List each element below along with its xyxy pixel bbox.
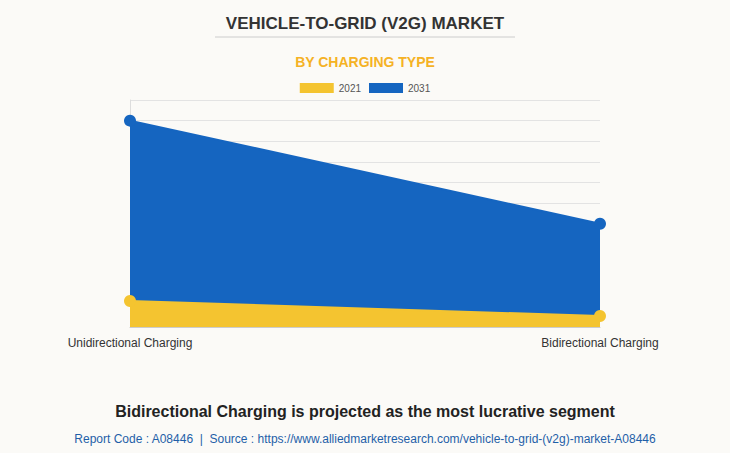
svg-text:Unidirectional Charging: Unidirectional Charging	[68, 336, 193, 350]
svg-text:2031: 2031	[408, 83, 431, 94]
svg-text:Report Code : A08446 | Sourc: Report Code : A08446 | Source : https://…	[74, 432, 656, 446]
svg-text:Bidirectional Charging is proj: Bidirectional Charging is projected as t…	[115, 403, 615, 420]
svg-text:Bidirectional Charging: Bidirectional Charging	[541, 336, 658, 350]
svg-text:2021: 2021	[339, 83, 362, 94]
svg-text:VEHICLE-TO-GRID (V2G) MARKET: VEHICLE-TO-GRID (V2G) MARKET	[226, 14, 505, 33]
svg-text:BY CHARGING TYPE: BY CHARGING TYPE	[295, 54, 435, 70]
